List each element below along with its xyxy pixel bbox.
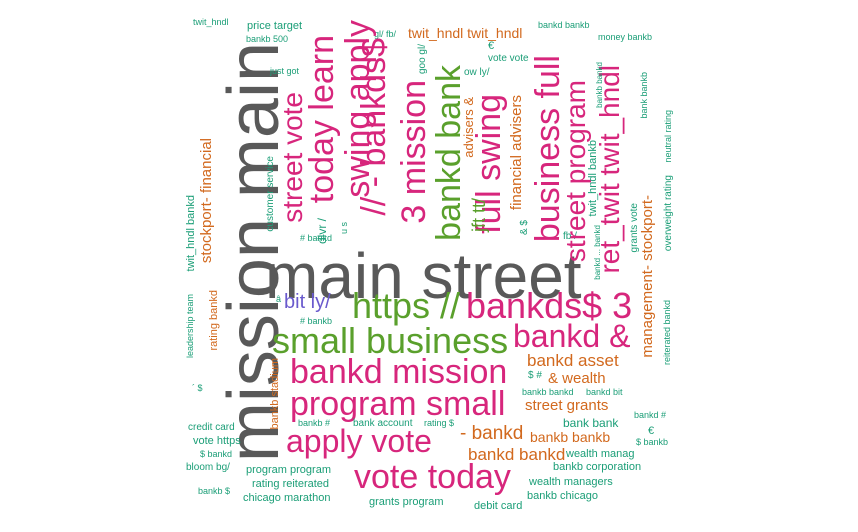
word-grants-vote: grants vote (629, 203, 640, 253)
word-euro-1: € (648, 425, 655, 437)
word-financial-advisers: financial advisers (508, 95, 525, 211)
word-bankb-chicago: bankb chicago (527, 490, 598, 502)
word-today-learn: today learn (303, 35, 341, 204)
word-leadership-team: leadership team (185, 294, 195, 359)
word-program-program: program program (246, 464, 331, 476)
word-bank-account: bank account (353, 418, 413, 429)
word-vote-vote: vote vote (488, 53, 529, 64)
word-dollar-bankb: $ bankb (636, 437, 669, 447)
word-twit-hndl: twit_hndl (193, 17, 229, 27)
word-bankb-bankd: bankb bankd (522, 387, 574, 397)
word-rating-reiterated: rating reiterated (252, 478, 330, 490)
word-money-bankb: money bankb (598, 32, 653, 42)
word-price-target: price target (247, 20, 303, 32)
word-u-s: u s (339, 222, 349, 235)
word-dash-bankd: - bankd (460, 423, 524, 444)
word-gl-fb: gl/ fb/ (374, 29, 397, 39)
word-bankb-corporation: bankb corporation (553, 461, 642, 473)
word-main-street: main street (265, 240, 582, 312)
word-management-stockport: management- stockport- (639, 195, 656, 358)
word-3-mission: 3 mission (395, 80, 433, 224)
word-twit-hndl-twit-hndl: twit_hndl twit_hndl (408, 25, 523, 41)
word-goo-gl: goo gl/ (417, 44, 428, 75)
word-wealth-managers: wealth managers (529, 476, 613, 488)
word-vote-today: vote today (354, 458, 511, 496)
word-customer-service: customer service (265, 156, 276, 232)
word-euro-2: € (488, 40, 495, 52)
word-street-grants: street grants (525, 397, 609, 414)
word-https: https // (352, 285, 461, 326)
word-vote-https: vote https (193, 435, 241, 447)
word-credit-card: credit card (188, 422, 235, 433)
word-fb-slash: fb / (563, 231, 577, 242)
word-bank-bank: bank bank (563, 416, 619, 430)
word-bloom-bg: bloom bg/ (186, 462, 230, 473)
word-bankd-amp: bankd & (513, 318, 631, 354)
word-rating-dollar: rating $ (424, 418, 455, 428)
word-bankd-bankb: bankd bankb (538, 20, 590, 30)
word-dlvr: dlvr / (315, 218, 329, 245)
word-twit-hndl-bankb: twit_hndl bankb (587, 140, 599, 217)
word-bankd-mission: bankd mission (290, 353, 508, 391)
word-accent-dollar: ´ $ (192, 383, 203, 393)
word-jft-tt: jft tt/ (469, 198, 489, 233)
word-street-vote: street vote (277, 92, 308, 223)
word-and-wealth: & wealth (548, 370, 606, 387)
word-wealth-manag: wealth manag (566, 448, 635, 460)
word-neutral-rating: neutral rating (663, 110, 673, 163)
word-a-circ: â (276, 294, 282, 304)
word-just-got: just got (270, 66, 300, 76)
word-stockport-financial: stockport- financial (198, 138, 215, 264)
word-bankds-3: bankds$ 3 (466, 285, 633, 326)
word-bankb-dollar: bankb $ (198, 486, 231, 496)
word-bankb-stadium: bankb stadium (269, 358, 281, 430)
word-bankd-asset: bankd asset (527, 351, 619, 370)
word-bankd-dots-bankd: bankd ... bankd (593, 225, 602, 280)
word-ow-ly: ow ly/ (464, 67, 490, 78)
word-advisers-amp: advisers & (461, 97, 476, 158)
word-bankb-500: bankb 500 (246, 34, 289, 44)
word-amp-dollar: & $ (519, 220, 530, 236)
word-hash-bankb: # bankb (300, 316, 333, 326)
word-dollar-bankd: $ bankd (200, 449, 233, 459)
word-bankb-bankd-v: bankb bankd (595, 62, 604, 108)
word-rating-bankd: rating bankd (208, 290, 220, 351)
word-hash-bankd: # bankd (300, 233, 333, 243)
word-grants-program: grants program (369, 496, 444, 508)
word-bankb-hash: bankb # (298, 418, 331, 428)
word-street-program: street program (560, 80, 591, 263)
word-dollar-hash: $ # (528, 370, 542, 381)
word-program-small: program small (290, 385, 506, 423)
word-reiterated-bankd: reiterated bankd (662, 300, 672, 366)
word-debit-card: debit card (474, 500, 523, 512)
word-twit-hndl-bankd: twit_hndl bankd (185, 195, 197, 272)
word-small-business: small business (272, 320, 509, 361)
word-bankd-hash: bankd # (634, 410, 667, 420)
word-apply-vote: apply vote (286, 423, 432, 459)
word-overweight-rating: overweight rating (663, 175, 674, 252)
word-bit-ly: bit ly/ (284, 291, 331, 313)
word-chicago-marathon: chicago marathon (243, 492, 331, 504)
word-bankb-bankb: bankb bankb (530, 429, 611, 445)
word-bank-bankb: bank bankb (639, 72, 649, 119)
word-bankd-bankd: bankd bankd (468, 445, 566, 464)
word-bankd-bit: bankd bit (586, 387, 623, 397)
word-dash-bankds: // - bankds$ (355, 38, 393, 216)
